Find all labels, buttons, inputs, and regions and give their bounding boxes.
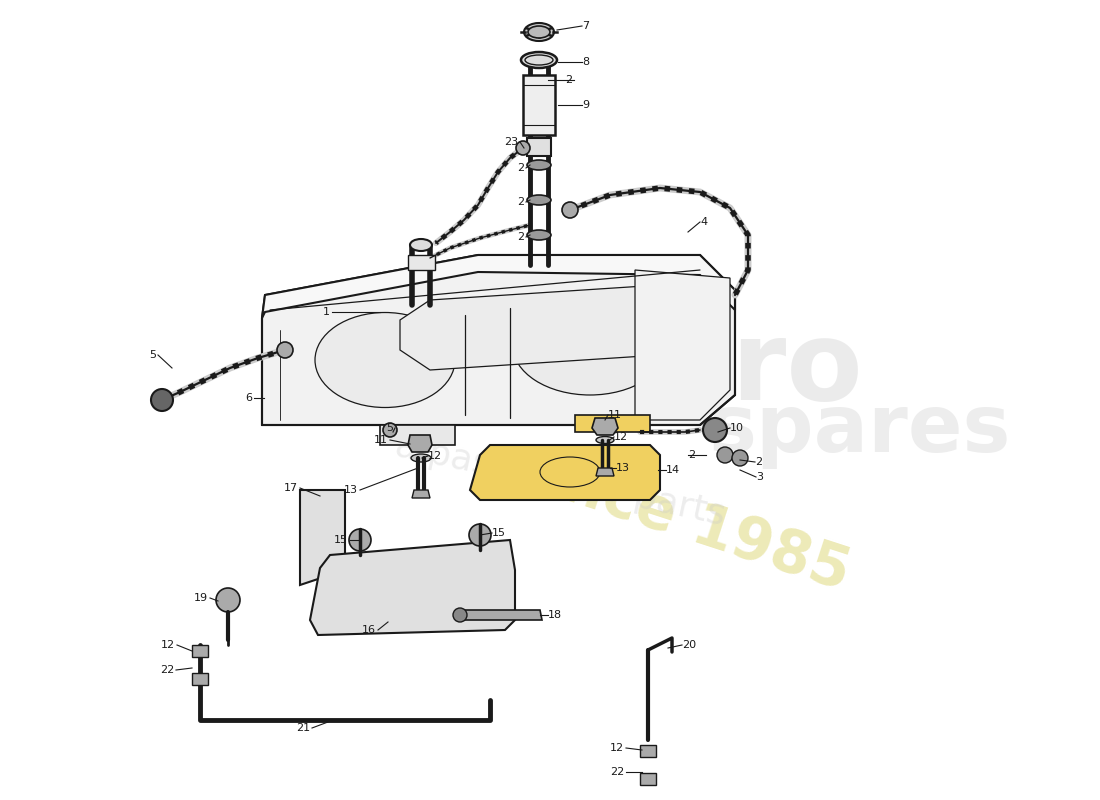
Text: 19: 19: [194, 593, 208, 603]
Polygon shape: [300, 490, 345, 585]
Text: 5: 5: [148, 350, 156, 360]
Text: 14: 14: [666, 465, 680, 475]
Text: 13: 13: [616, 463, 630, 473]
Polygon shape: [400, 285, 690, 370]
Text: 7: 7: [582, 21, 590, 31]
Circle shape: [562, 202, 578, 218]
Circle shape: [732, 450, 748, 466]
Ellipse shape: [315, 313, 455, 407]
Text: 23: 23: [504, 137, 518, 147]
Text: 12: 12: [161, 640, 175, 650]
Circle shape: [453, 608, 468, 622]
Text: euro: euro: [578, 317, 862, 423]
Text: 15: 15: [492, 528, 506, 538]
Circle shape: [703, 418, 727, 442]
Text: 12: 12: [428, 451, 442, 461]
Polygon shape: [408, 435, 432, 452]
Text: 13: 13: [344, 485, 358, 495]
Text: 3: 3: [756, 472, 763, 482]
Text: 6: 6: [245, 393, 252, 403]
Polygon shape: [262, 255, 735, 318]
Text: since 1985: since 1985: [503, 438, 857, 602]
Circle shape: [516, 141, 530, 155]
Circle shape: [216, 588, 240, 612]
Polygon shape: [592, 418, 618, 435]
Polygon shape: [596, 468, 614, 476]
Text: 17: 17: [284, 483, 298, 493]
Ellipse shape: [524, 23, 554, 41]
Ellipse shape: [527, 195, 551, 205]
Text: 22: 22: [160, 665, 174, 675]
Text: 22: 22: [609, 767, 624, 777]
Text: 9: 9: [582, 100, 590, 110]
Polygon shape: [635, 270, 730, 420]
Text: 16: 16: [362, 625, 376, 635]
Text: 2: 2: [517, 197, 524, 207]
Polygon shape: [412, 490, 430, 498]
Text: 20: 20: [682, 640, 696, 650]
Ellipse shape: [411, 454, 431, 462]
Circle shape: [151, 389, 173, 411]
Text: 2: 2: [517, 232, 524, 242]
Text: 10: 10: [730, 423, 744, 433]
Text: a passion for parts: a passion for parts: [392, 428, 728, 532]
Ellipse shape: [410, 239, 432, 251]
Text: 5: 5: [386, 423, 393, 433]
Text: 2: 2: [517, 163, 524, 173]
Text: 4: 4: [700, 217, 707, 227]
Bar: [527, 138, 551, 156]
Text: 15: 15: [334, 535, 348, 545]
Polygon shape: [310, 540, 515, 635]
Text: 18: 18: [548, 610, 562, 620]
Bar: [192, 645, 208, 657]
Text: 11: 11: [608, 410, 622, 420]
Text: spares: spares: [708, 391, 1011, 469]
Text: 8: 8: [582, 57, 590, 67]
Polygon shape: [408, 255, 435, 270]
Polygon shape: [458, 610, 542, 620]
Ellipse shape: [527, 230, 551, 240]
Ellipse shape: [596, 437, 614, 443]
Ellipse shape: [521, 52, 557, 68]
Bar: [640, 745, 656, 757]
Text: 1: 1: [323, 307, 330, 317]
Bar: [640, 773, 656, 785]
Text: 2: 2: [688, 450, 695, 460]
Polygon shape: [262, 255, 735, 425]
Text: 2: 2: [565, 75, 572, 85]
Circle shape: [277, 342, 293, 358]
Text: 11: 11: [374, 435, 388, 445]
Polygon shape: [575, 415, 650, 432]
Bar: [192, 673, 208, 685]
Polygon shape: [470, 445, 660, 500]
Ellipse shape: [513, 295, 668, 395]
Text: 12: 12: [609, 743, 624, 753]
Circle shape: [383, 423, 397, 437]
Circle shape: [469, 524, 491, 546]
Polygon shape: [522, 75, 556, 135]
Circle shape: [349, 529, 371, 551]
Polygon shape: [379, 425, 455, 445]
Circle shape: [717, 447, 733, 463]
Text: 21: 21: [296, 723, 310, 733]
Ellipse shape: [528, 26, 550, 38]
Text: 2: 2: [755, 457, 762, 467]
Ellipse shape: [527, 160, 551, 170]
Text: 12: 12: [614, 432, 628, 442]
